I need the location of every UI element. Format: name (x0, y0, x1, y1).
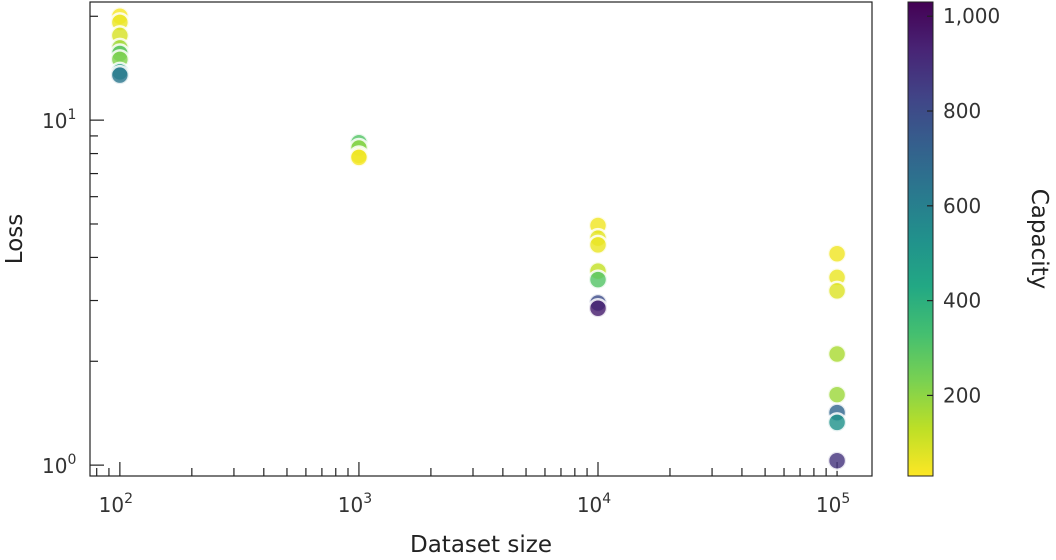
y-tick-label: 101 (42, 107, 76, 133)
scatter-point (826, 343, 848, 365)
colorbar-tick-label: 200 (943, 383, 981, 407)
colorbar-tick-label: 600 (943, 194, 981, 218)
x-tick-label: 102 (99, 491, 133, 517)
colorbar-title: Capacity (1026, 189, 1052, 290)
x-tick-label: 105 (816, 491, 850, 517)
x-axis-title: Dataset size (410, 532, 552, 558)
x-tick-label: 104 (577, 491, 611, 517)
x-tick-label: 103 (338, 491, 372, 517)
scatter-point (587, 297, 609, 319)
scatter-point (109, 64, 131, 86)
y-axis-title: Loss (2, 214, 28, 264)
colorbar-tick-label: 400 (943, 289, 981, 313)
colorbar-ticks: 200 400 600 800 1,000 (927, 4, 1000, 407)
y-tick-label: 100 (42, 452, 76, 478)
data-points (109, 6, 848, 471)
colorbar-tick-label: 800 (943, 99, 981, 123)
scatter-point (348, 147, 370, 168)
colorbar (907, 1, 934, 477)
colorbar-tick-label: 1,000 (943, 4, 1000, 28)
x-axis: 102 103 104 105 (96, 462, 850, 517)
scatter-point (826, 243, 848, 264)
scatter-point (826, 412, 848, 433)
scatter-point (826, 450, 848, 471)
plot-frame (89, 1, 873, 477)
scatter-point (587, 269, 609, 290)
scatter-point (826, 384, 848, 405)
y-axis: 100 101 (42, 15, 104, 478)
scatter-point (587, 234, 609, 256)
scatter-point (826, 280, 848, 302)
